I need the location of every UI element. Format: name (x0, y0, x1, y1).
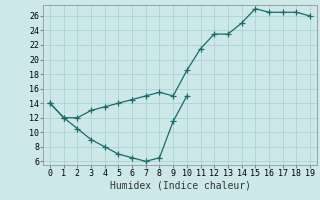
X-axis label: Humidex (Indice chaleur): Humidex (Indice chaleur) (109, 181, 251, 191)
